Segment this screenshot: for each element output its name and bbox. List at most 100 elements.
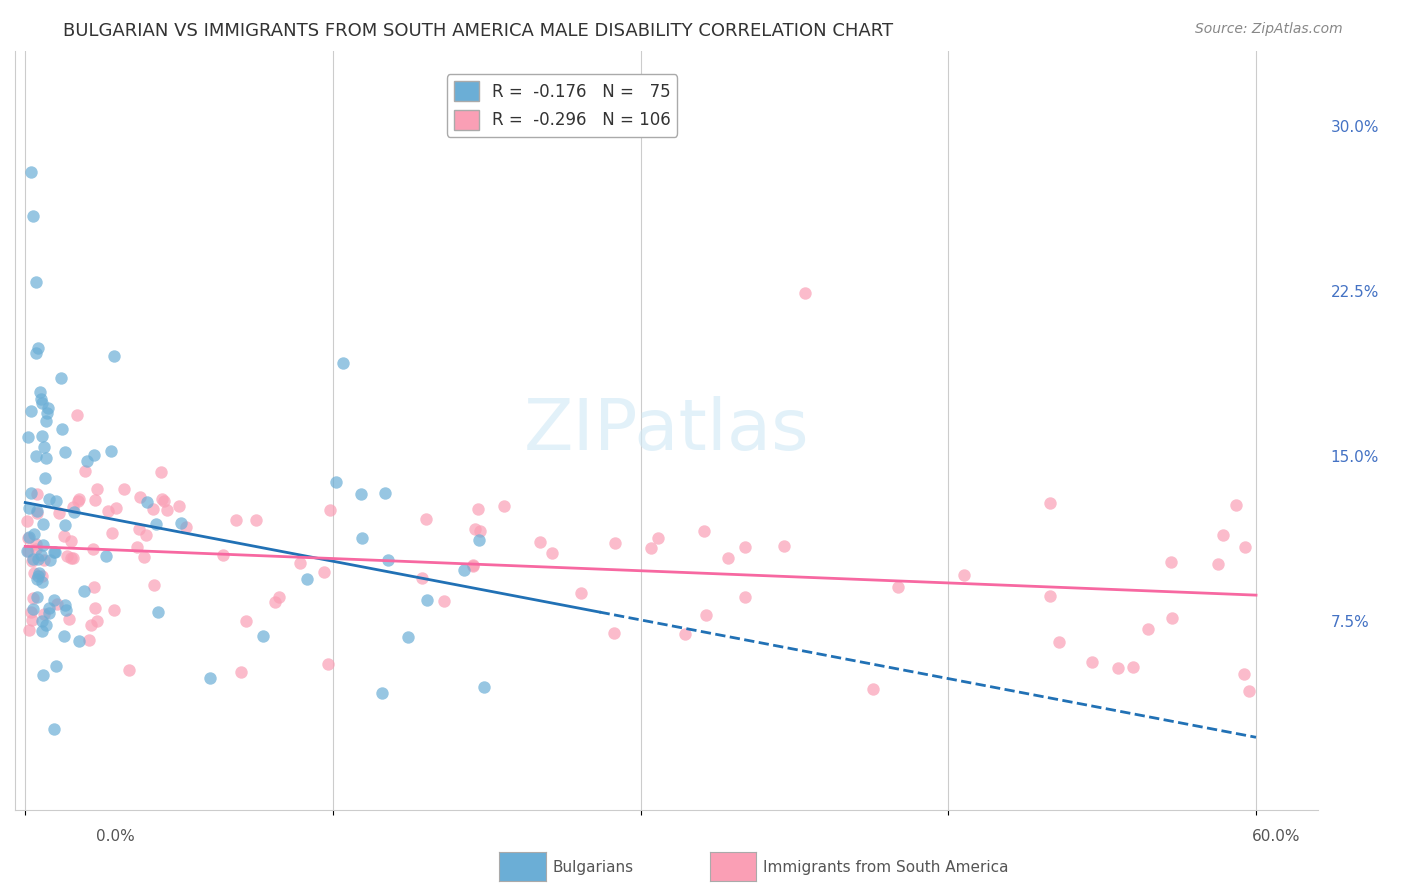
Point: [717, 550, 740, 565]
Point: [39, 553, 62, 567]
Point: [1212, 528, 1234, 542]
Point: [472, 680, 495, 694]
Point: [53, 598, 76, 612]
Point: [45, 658, 67, 673]
Point: [132, 550, 155, 565]
Point: [433, 593, 456, 607]
Point: [415, 512, 437, 526]
Point: [569, 586, 592, 600]
Point: [267, 590, 290, 604]
Point: [28, 384, 51, 399]
Text: 7.5%: 7.5%: [1330, 615, 1369, 630]
Point: [1039, 589, 1062, 603]
Point: [25, 504, 48, 518]
Point: [100, 443, 122, 458]
Point: [76, 454, 98, 468]
Point: [82, 541, 104, 556]
Point: [103, 349, 125, 363]
Point: [1225, 498, 1247, 512]
Text: 60.0%: 60.0%: [1253, 830, 1301, 844]
Point: [22, 209, 45, 223]
Point: [42, 544, 65, 558]
Point: [21, 591, 44, 606]
Point: [104, 500, 127, 515]
Point: [288, 556, 311, 570]
Point: [25, 449, 48, 463]
Point: [25, 590, 48, 604]
Point: [44, 544, 66, 558]
Text: 30.0%: 30.0%: [1330, 120, 1379, 136]
Point: [31, 624, 53, 638]
Point: [103, 603, 125, 617]
Point: [31, 516, 53, 531]
Point: [51, 422, 73, 436]
Point: [318, 657, 340, 671]
Point: [31, 429, 53, 443]
Point: [494, 500, 516, 514]
Point: [1039, 496, 1062, 510]
Point: [22, 551, 45, 566]
Point: [27, 341, 49, 355]
Point: [461, 558, 484, 573]
Point: [17, 544, 39, 558]
Point: [53, 529, 76, 543]
Point: [66, 408, 89, 422]
Point: [1047, 635, 1070, 649]
Point: [468, 524, 491, 539]
Point: [38, 491, 60, 506]
Point: [371, 686, 394, 700]
Point: [17, 531, 39, 545]
Point: [1160, 555, 1182, 569]
Text: Source: ZipAtlas.com: Source: ZipAtlas.com: [1195, 22, 1343, 37]
Text: BULGARIAN VS IMMIGRANTS FROM SOUTH AMERICA MALE DISABILITY CORRELATION CHART: BULGARIAN VS IMMIGRANTS FROM SOUTH AMERI…: [63, 22, 893, 40]
Point: [156, 503, 179, 517]
Point: [640, 541, 662, 555]
Point: [48, 506, 70, 520]
Point: [145, 516, 167, 531]
Point: [53, 517, 76, 532]
Point: [27, 552, 49, 566]
Point: [1137, 622, 1160, 636]
Point: [83, 580, 105, 594]
Point: [49, 371, 72, 385]
Point: [79, 632, 101, 647]
Point: [59, 551, 82, 566]
Point: [772, 539, 794, 553]
Point: [97, 503, 120, 517]
Point: [27, 568, 49, 582]
Point: [350, 487, 373, 501]
Point: [24, 345, 46, 359]
Text: Immigrants from South America: Immigrants from South America: [763, 860, 1010, 874]
Point: [34, 414, 56, 428]
Point: [84, 600, 107, 615]
Point: [396, 630, 419, 644]
Point: [312, 566, 335, 580]
Point: [415, 592, 437, 607]
Point: [128, 490, 150, 504]
Point: [83, 448, 105, 462]
Point: [1107, 661, 1129, 675]
Point: [734, 540, 756, 554]
Point: [25, 541, 48, 556]
Point: [22, 601, 45, 615]
Point: [118, 663, 141, 677]
Point: [34, 471, 56, 485]
Point: [25, 537, 48, 551]
Point: [245, 513, 267, 527]
Point: [20, 164, 42, 178]
Point: [86, 482, 108, 496]
Point: [112, 482, 135, 496]
Text: 15.0%: 15.0%: [1330, 450, 1379, 466]
Point: [31, 668, 53, 682]
Point: [862, 681, 884, 696]
Point: [211, 548, 233, 562]
Point: [75, 464, 97, 478]
Point: [464, 522, 486, 536]
Point: [229, 665, 252, 679]
Point: [31, 395, 53, 409]
Point: [167, 500, 190, 514]
Point: [541, 546, 564, 560]
Point: [295, 573, 318, 587]
Point: [32, 553, 55, 567]
Point: [66, 493, 89, 508]
